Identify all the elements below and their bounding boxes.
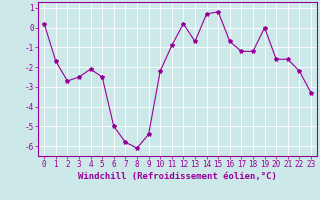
X-axis label: Windchill (Refroidissement éolien,°C): Windchill (Refroidissement éolien,°C)	[78, 172, 277, 181]
